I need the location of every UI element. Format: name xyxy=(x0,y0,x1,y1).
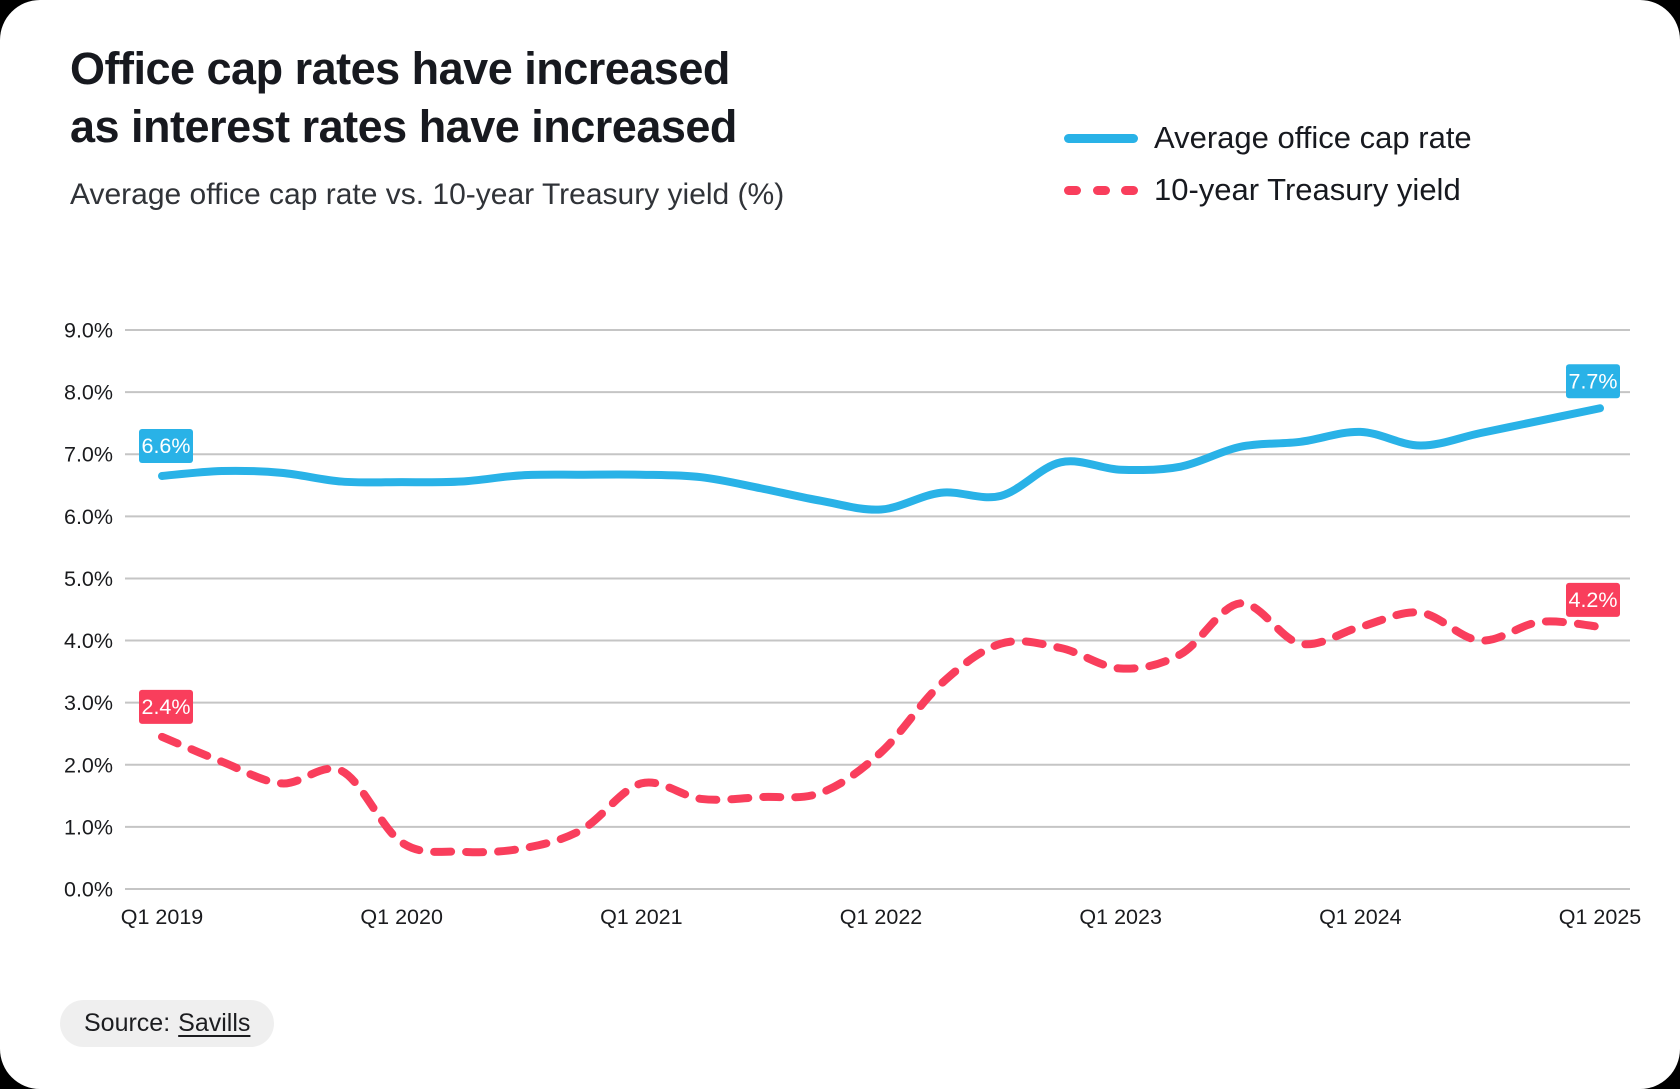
legend-label: Average office cap rate xyxy=(1154,120,1472,155)
x-tick-label: Q1 2020 xyxy=(360,905,443,929)
y-tick-label: 2.0% xyxy=(64,753,113,777)
cap-rate-line-swatch-icon xyxy=(1064,133,1138,143)
treasury-yield-dashed-swatch-icon xyxy=(1064,185,1138,195)
y-tick-label: 9.0% xyxy=(64,319,113,343)
chart-subtitle: Average office cap rate vs. 10-year Trea… xyxy=(70,178,785,211)
y-tick-label: 5.0% xyxy=(64,567,113,591)
treasury-yield-end-value-chip xyxy=(1566,582,1620,617)
title-line-1: Office cap rates have increased xyxy=(70,43,730,94)
legend-item-cap-rate: Average office cap rate xyxy=(1064,116,1472,160)
treasury-yield-end-value-label: 4.2% xyxy=(1568,588,1617,612)
legend: Average office cap rate 10-year Treasury… xyxy=(1064,116,1472,212)
x-tick-label: Q1 2022 xyxy=(840,905,922,929)
y-tick-label: 4.0% xyxy=(64,629,113,653)
treasury-yield-line xyxy=(158,599,1604,857)
y-tick-label: 0.0% xyxy=(64,878,113,902)
treasury-yield-start-value-label: 2.4% xyxy=(141,695,190,719)
legend-label: 10-year Treasury yield xyxy=(1154,172,1461,207)
source-label: Source: xyxy=(84,1009,171,1037)
cap-rate-end-value-chip xyxy=(1566,364,1620,399)
y-tick-label: 7.0% xyxy=(64,443,113,467)
source-badge: Source: Savills xyxy=(60,1000,275,1047)
title-line-2: as interest rates have increased xyxy=(70,101,737,152)
cap-rate-end-value-label: 7.7% xyxy=(1568,369,1617,393)
cap-rate-start-value-chip xyxy=(139,428,193,463)
x-tick-label: Q1 2021 xyxy=(600,905,682,929)
y-tick-label: 3.0% xyxy=(64,691,113,715)
x-tick-label: Q1 2023 xyxy=(1079,905,1162,929)
y-tick-label: 1.0% xyxy=(64,815,113,839)
cap-rate-line xyxy=(158,404,1604,514)
cap-rate-start-value-label: 6.6% xyxy=(141,434,190,458)
x-tick-label: Q1 2024 xyxy=(1319,905,1402,929)
x-tick-label: Q1 2019 xyxy=(121,905,203,929)
y-tick-label: 6.0% xyxy=(64,505,113,529)
page-title: Office cap rates have increased as inter… xyxy=(70,40,737,156)
legend-item-treasury-yield: 10-year Treasury yield xyxy=(1064,168,1472,212)
y-tick-label: 8.0% xyxy=(64,381,113,405)
treasury-yield-start-value-chip xyxy=(139,689,193,724)
x-tick-label: Q1 2025 xyxy=(1559,905,1642,929)
source-link[interactable]: Savills xyxy=(178,1009,251,1037)
